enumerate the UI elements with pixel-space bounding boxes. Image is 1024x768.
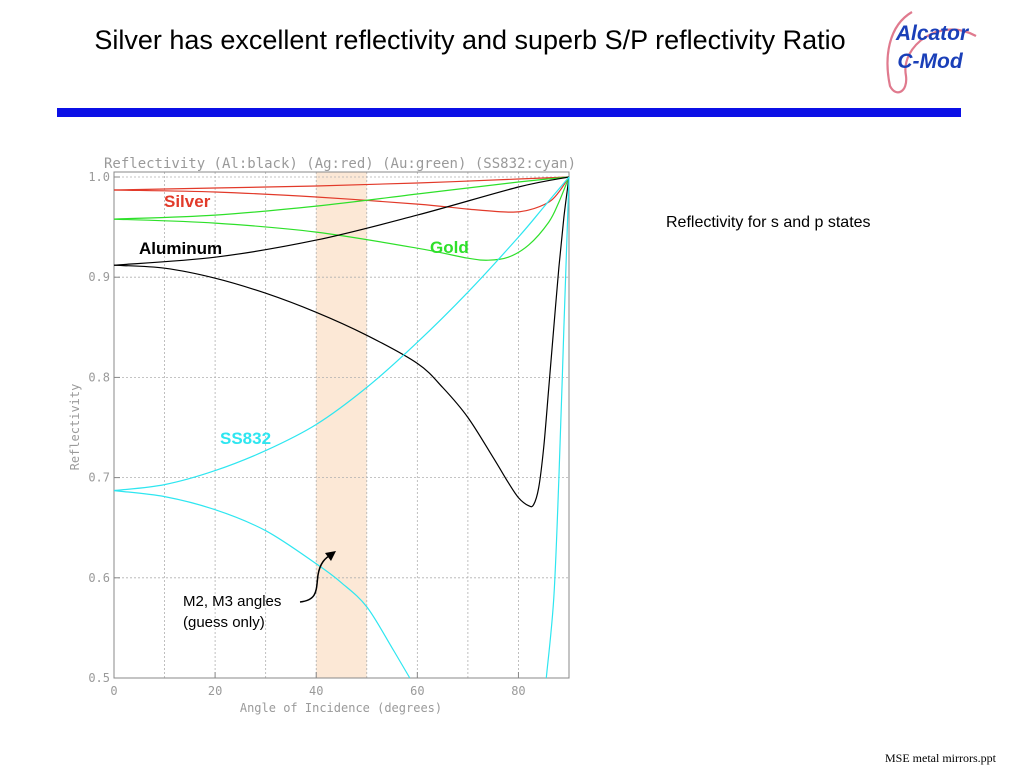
grid-lines [114,172,569,678]
x-axis-label: Angle of Incidence (degrees) [240,701,442,715]
plot-frame [113,171,570,679]
series-line-aluminum-s [113,176,570,266]
series-label-aluminum: Aluminum [139,239,222,258]
series-line-gold-p [113,176,570,261]
x-tick-label: 80 [511,684,525,698]
side-note: Reflectivity for s and p states [666,214,871,231]
annotation-line1: M2, M3 angles [183,593,281,610]
x-tick-label: 60 [410,684,424,698]
series-label-gold: Gold [430,238,469,257]
slide-title: Silver has excellent reflectivity and su… [94,25,846,55]
series-line-ss832-p [545,176,570,679]
annotation-arrow [299,553,333,603]
y-tick-label: 0.6 [88,571,110,585]
alcator-logo: Alcator C-Mod [886,11,977,94]
highlight-band [316,172,367,678]
series-line-silver-s [113,176,570,191]
chart-title: Reflectivity (Al:black) (Ag:red) (Au:gre… [104,156,576,172]
logo-swoosh [886,11,977,94]
series-line-gold-s [113,176,570,220]
y-tick-label: 1.0 [88,170,110,184]
series-line-aluminum-p [113,176,570,508]
series-label-silver: Silver [164,192,211,211]
footer-filename: MSE metal mirrors.ppt [885,751,996,765]
series-line-silver-p [113,176,570,213]
annotation-arrowhead [325,551,336,561]
axis-ticks: 0 20 40 60 80 0.5 0.6 0.7 0.8 0.9 1.0 [88,170,525,698]
annotation-line2: (guess only) [183,614,265,631]
y-axis-label: Reflectivity [68,384,82,471]
series-lines [113,176,570,679]
series-line-ss832-p [113,490,411,679]
y-tick-label: 0.7 [88,471,110,485]
logo-line2: C-Mod [897,50,963,73]
x-tick-label: 0 [110,684,117,698]
logo-line1: Alcator [895,22,970,45]
title-divider-bar [57,108,961,117]
y-tick-label: 0.8 [88,370,110,384]
series-label-ss832: SS832 [220,429,271,448]
series-line-ss832-s [113,176,570,492]
x-tick-label: 40 [309,684,323,698]
y-tick-label: 0.5 [88,671,110,685]
x-tick-label: 20 [208,684,222,698]
y-tick-label: 0.9 [88,270,110,284]
